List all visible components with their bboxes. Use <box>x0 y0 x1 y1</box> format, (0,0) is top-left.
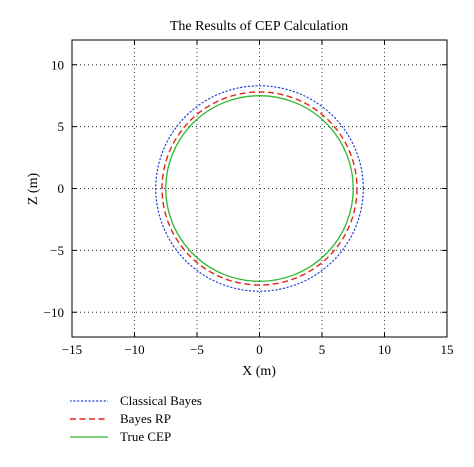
legend-item-classical-bayes: Classical Bayes <box>70 392 270 410</box>
y-axis-label: Z (m) <box>26 173 41 206</box>
legend-label-bayes-rp: Bayes RP <box>120 411 171 426</box>
series-bayes-rp-circle <box>161 91 358 286</box>
legend-swatch-classical-bayes <box>70 400 108 402</box>
series-classical-bayes-circle <box>155 85 364 292</box>
x-tick-label: −15 <box>62 342 82 357</box>
chart-title: The Results of CEP Calculation <box>170 19 348 34</box>
tick-labels: −15 −10 −5 0 5 10 15 −10 −5 0 5 10 <box>44 57 454 357</box>
plot-series <box>155 85 364 292</box>
chart-legend: Classical Bayes Bayes RP True CEP <box>70 392 270 446</box>
axis-ticks <box>71 40 448 337</box>
legend-item-true-cep: True CEP <box>70 428 270 446</box>
legend-label-true-cep: True CEP <box>120 429 172 444</box>
grid-lines <box>72 40 447 337</box>
legend-swatch-bayes-rp <box>70 418 108 420</box>
y-tick-label: −5 <box>50 243 64 258</box>
legend-item-bayes-rp: Bayes RP <box>70 410 270 428</box>
x-axis-label: X (m) <box>242 364 276 379</box>
y-tick-label: 5 <box>58 119 65 134</box>
y-tick-label: 10 <box>51 57 64 72</box>
x-tick-label: 0 <box>256 342 263 357</box>
legend-swatch-true-cep <box>70 436 108 438</box>
x-tick-label: −5 <box>190 342 204 357</box>
x-tick-label: 15 <box>441 342 454 357</box>
x-tick-label: 10 <box>378 342 391 357</box>
y-tick-label: −10 <box>44 305 64 320</box>
series-true-cep-circle <box>165 95 354 282</box>
legend-label-classical-bayes: Classical Bayes <box>120 393 202 408</box>
y-tick-label: 0 <box>58 181 65 196</box>
x-tick-label: 5 <box>319 342 326 357</box>
x-tick-label: −10 <box>124 342 144 357</box>
